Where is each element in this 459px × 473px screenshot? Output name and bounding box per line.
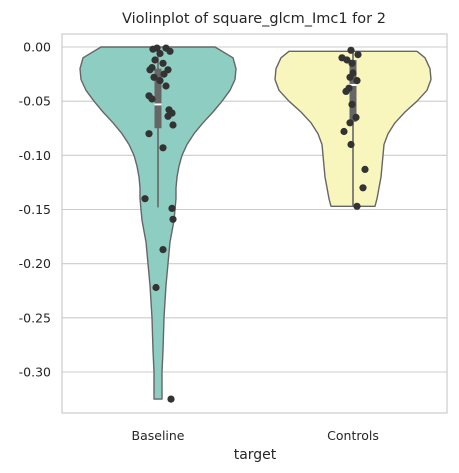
data-point [354,51,362,59]
data-point [164,112,172,120]
data-point [347,140,355,149]
data-point [359,184,367,192]
data-point [159,144,167,152]
data-point [145,130,153,138]
data-point [361,165,369,173]
data-point [169,215,177,223]
data-point [353,202,361,210]
y-tick-label: 0.00 [23,40,51,55]
data-point [167,395,175,403]
data-point [348,100,356,108]
data-point [156,77,164,85]
y-tick-label: -0.20 [19,256,51,271]
data-point [346,73,354,81]
data-point [169,121,177,129]
y-tick-label: -0.10 [19,148,51,163]
data-point [146,66,154,74]
x-tick-labels: Baseline Controls [132,428,379,443]
data-point [149,45,157,53]
data-point [352,113,360,121]
x-axis-label: target [234,447,277,463]
violin-body [79,46,237,400]
median-marker [349,83,357,86]
data-point [152,283,160,292]
data-point [150,73,158,81]
chart-title: Violinplot of square_glcm_Imc1 for 2 [122,11,386,27]
data-point [159,59,167,67]
violin-layer [79,46,432,400]
data-point [141,195,149,203]
data-point [347,46,355,54]
x-tick-label: Baseline [132,428,185,443]
iqr-box [349,60,357,122]
data-point [346,119,354,127]
data-point [353,77,361,85]
data-point [156,49,164,58]
x-tick-label: Controls [327,428,379,443]
data-point [340,127,348,136]
data-point [166,47,174,55]
y-tick-label: -0.25 [19,310,51,325]
plot-frame [61,33,448,414]
data-point [348,59,356,67]
data-point [342,87,350,95]
data-point [151,56,159,64]
data-point [148,95,156,103]
y-tick-label: -0.05 [19,94,51,109]
iqr-box [154,68,162,129]
point-layer [141,44,369,403]
y-tick-labels: 0.00 -0.05 -0.10 -0.15 -0.20 -0.25 -0.30 [19,40,51,380]
median-marker [154,103,162,106]
data-point [160,70,168,78]
y-tick-label: -0.15 [19,202,51,217]
data-point [162,82,170,90]
data-point [159,246,167,254]
data-point [168,204,176,212]
y-tick-label: -0.30 [19,365,51,380]
